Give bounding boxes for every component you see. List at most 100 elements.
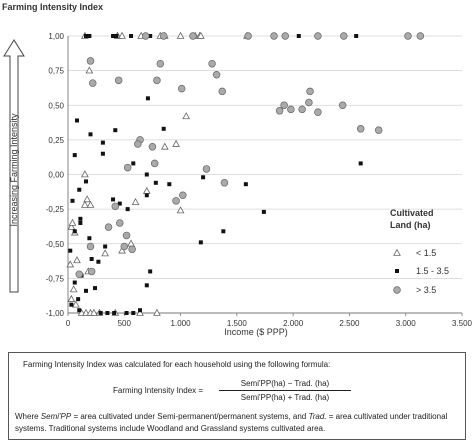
point-square [88, 132, 93, 137]
x-tick-label: 2.000 [283, 319, 304, 328]
point-circle [150, 159, 159, 168]
point-circle [87, 267, 96, 276]
point-triangle [67, 294, 76, 302]
point-square [75, 118, 80, 123]
point-circle [416, 32, 425, 40]
x-tick-label: 3.000 [396, 319, 417, 328]
point-triangle [73, 256, 81, 264]
point-circle [159, 32, 168, 40]
y-tick-label: -0,50 [46, 240, 65, 249]
point-square [72, 229, 77, 234]
point-circle [122, 231, 131, 240]
formula-intro: Farming Intensity Index was calculated f… [23, 360, 331, 369]
point-circle [104, 223, 113, 231]
point-triangle [101, 249, 110, 257]
point-circle [153, 76, 161, 85]
point-triangle [142, 186, 151, 194]
point-triangle [160, 142, 169, 150]
point-circle [340, 32, 348, 40]
chart-title-line1: Farming Intensity Index [2, 2, 103, 12]
point-circle [374, 126, 383, 134]
point-square [131, 161, 136, 166]
point-square [93, 286, 98, 291]
point-square [144, 283, 149, 288]
formula-lhs: Farming Intensity Index = [113, 386, 204, 395]
point-triangle [81, 200, 89, 208]
point-square [153, 180, 158, 185]
point-triangle [82, 308, 90, 316]
formula-definitions: Where Semi'PP = area cultivated under Se… [15, 411, 459, 435]
point-square [243, 182, 248, 187]
point-triangle [136, 308, 144, 316]
point-circle [404, 32, 412, 40]
point-triangle [131, 197, 140, 206]
y-tick-label: 0,75 [48, 67, 64, 76]
scatter-chart: -1,00 -0,75 -0,50 -0,25 0,00 0,25 0,50 0,75 1,00… [2, 2, 473, 337]
point-circle [128, 245, 136, 254]
point-square [84, 288, 89, 293]
point-square [68, 248, 73, 253]
point-circle [86, 57, 95, 65]
point-triangle [172, 139, 180, 147]
point-square [161, 126, 166, 131]
formula: Farming Intensity Index = Semi'PP(ha) − … [9, 377, 465, 407]
legend-marker-triangle [393, 248, 401, 256]
legend-label: 1.5 - 3.5 [416, 266, 449, 276]
point-square [129, 34, 134, 38]
point-circle [172, 197, 180, 205]
point-circle [314, 108, 322, 116]
point-triangle [118, 31, 126, 39]
point-circle [134, 140, 142, 148]
formula-numerator: Semi'PP(ha) − Trad. (ha) [219, 379, 351, 391]
point-square [84, 179, 89, 184]
point-circle [338, 101, 347, 109]
legend-label: > 3.5 [416, 285, 436, 295]
point-square [72, 153, 77, 158]
point-triangle [69, 285, 78, 293]
point-triangle [67, 222, 76, 230]
point-circle [111, 202, 120, 211]
point-square [144, 172, 149, 177]
x-tick-label: 3.500 [452, 319, 473, 328]
point-circle [156, 59, 165, 68]
y-tick-label: -0,75 [46, 274, 65, 283]
point-circle [120, 242, 129, 251]
point-circle [141, 32, 150, 40]
point-circle [275, 107, 284, 115]
point-circle [270, 32, 278, 40]
legend: Cultivated Land (ha) < 1.5 1.5 - 3.5 > 3.5 [390, 208, 449, 295]
point-square [114, 34, 119, 38]
point-triangle [176, 31, 185, 39]
point-circle [114, 76, 123, 85]
y-tick-label: 0,50 [48, 101, 64, 110]
point-triangle [66, 260, 75, 268]
where-mid: = area cultivated under Semi-permanent/p… [71, 412, 309, 421]
point-square [72, 280, 77, 285]
point-square [354, 34, 359, 38]
point-square [117, 201, 122, 206]
point-circle [314, 32, 322, 40]
point-circle [244, 32, 252, 40]
point-triangle [182, 112, 191, 120]
point-square [113, 128, 118, 133]
point-triangle [68, 218, 77, 226]
point-circle [189, 32, 197, 40]
point-square [100, 140, 105, 145]
y-tick-label: -0,25 [46, 205, 65, 214]
point-triangle [153, 308, 161, 316]
point-triangle [86, 200, 95, 208]
formula-fraction: Semi'PP(ha) − Trad. (ha) Semi'PP(ha) + T… [219, 379, 351, 402]
point-circle [356, 125, 365, 133]
point-square [78, 216, 83, 221]
y-tick-label: 0,25 [48, 136, 64, 145]
point-circle [220, 179, 229, 187]
point-square [89, 256, 94, 261]
where-rest: = area cultivated under traditional syst… [15, 412, 448, 433]
point-square [148, 34, 153, 38]
point-square [198, 240, 203, 245]
x-tick-label: 2.500 [339, 319, 360, 328]
point-circle [281, 32, 290, 40]
point-square [100, 151, 105, 156]
legend-title-line2: Land (ha) [390, 220, 431, 230]
point-square [201, 175, 206, 180]
